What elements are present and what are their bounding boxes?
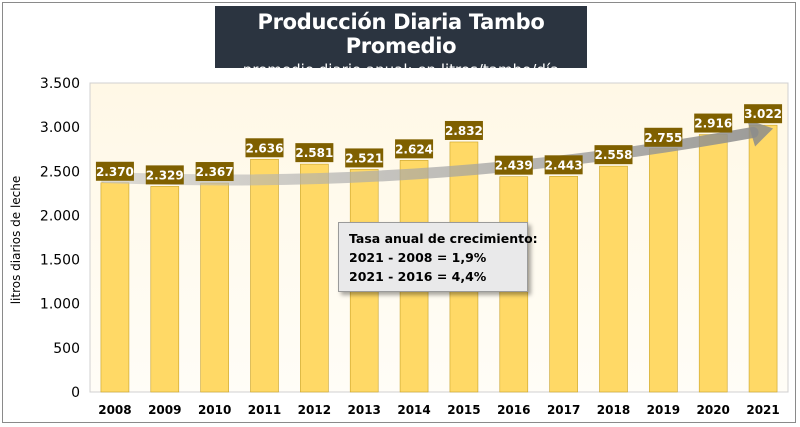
x-tick-label: 2010	[198, 403, 231, 417]
chart-title: Producción Diaria Tambo Promedio	[257, 10, 545, 58]
x-tick-label: 2009	[148, 403, 181, 417]
data-label: 2.370	[96, 165, 134, 179]
data-label-box	[544, 155, 583, 175]
y-tick-label: 2.000	[40, 208, 80, 224]
data-label: 2.521	[345, 151, 383, 165]
title-box: Producción Diaria Tambo Promedio - prome…	[215, 6, 587, 79]
bar	[250, 158, 279, 393]
x-tick-label: 2015	[447, 403, 480, 417]
annotation-line: 2021 - 2016 = 4,4%	[349, 269, 487, 284]
bar	[649, 148, 678, 393]
data-label-box	[345, 148, 384, 168]
data-label-box	[95, 161, 134, 181]
x-tick-label: 2018	[597, 403, 630, 417]
bar	[698, 134, 728, 393]
data-label: 2.443	[545, 158, 583, 172]
data-label-box	[295, 143, 334, 163]
bar	[748, 124, 778, 393]
x-tick-label: 2020	[697, 403, 730, 417]
bar	[150, 186, 180, 393]
data-label: 2.581	[295, 146, 333, 160]
data-label: 2.624	[395, 142, 433, 156]
data-label-box	[395, 139, 434, 159]
data-label: 2.636	[246, 141, 284, 155]
growth-rate-annotation: Tasa anual de crecimiento: 2021 - 2008 =…	[338, 222, 538, 292]
x-tick-label: 2017	[547, 403, 580, 417]
chart-subtitle: - promedio diario anual: en litros/tambo…	[232, 61, 570, 79]
data-label: 2.755	[644, 131, 682, 145]
bar	[200, 182, 229, 393]
data-label-box	[644, 127, 683, 147]
bar	[300, 163, 329, 393]
data-label: 2.916	[694, 117, 732, 131]
y-axis-label: litros diarios de leche	[9, 175, 23, 305]
data-label-box	[744, 104, 783, 124]
x-tick-label: 2012	[298, 403, 331, 417]
y-axis-label-container: litros diarios de leche	[2, 90, 30, 390]
data-label-box	[694, 113, 733, 133]
trend-arrow-head	[747, 119, 774, 147]
x-tick-label: 2011	[248, 403, 281, 417]
bar	[549, 176, 578, 393]
y-tick-label: 0	[71, 385, 80, 401]
data-label: 2.439	[495, 159, 533, 173]
data-label-box	[245, 138, 284, 158]
data-label-box	[594, 145, 633, 165]
data-label-box	[494, 155, 533, 175]
bar	[100, 182, 130, 393]
x-tick-label: 2013	[348, 403, 381, 417]
data-label-box	[145, 165, 184, 185]
data-label-box	[444, 120, 483, 140]
y-tick-label: 500	[53, 341, 80, 357]
data-label-box	[195, 162, 234, 182]
bar	[599, 165, 628, 393]
y-tick-label: 1.000	[40, 297, 80, 313]
x-tick-label: 2021	[746, 403, 779, 417]
data-label: 2.832	[445, 124, 483, 138]
x-tick-label: 2014	[397, 403, 430, 417]
annotation-title: Tasa anual de crecimiento:	[349, 231, 538, 246]
annotation-line: 2021 - 2008 = 1,9%	[349, 250, 487, 265]
y-tick-label: 3.500	[40, 76, 80, 92]
y-tick-label: 2.500	[40, 164, 80, 180]
y-tick-label: 1.500	[40, 253, 80, 269]
x-tick-label: 2019	[647, 403, 680, 417]
x-tick-label: 2008	[98, 403, 131, 417]
data-label: 2.558	[595, 148, 633, 162]
data-label: 2.367	[196, 165, 234, 179]
data-label: 2.329	[146, 168, 184, 182]
y-tick-label: 3.000	[40, 120, 80, 136]
data-label: 3.022	[744, 107, 782, 121]
x-tick-label: 2016	[497, 403, 530, 417]
